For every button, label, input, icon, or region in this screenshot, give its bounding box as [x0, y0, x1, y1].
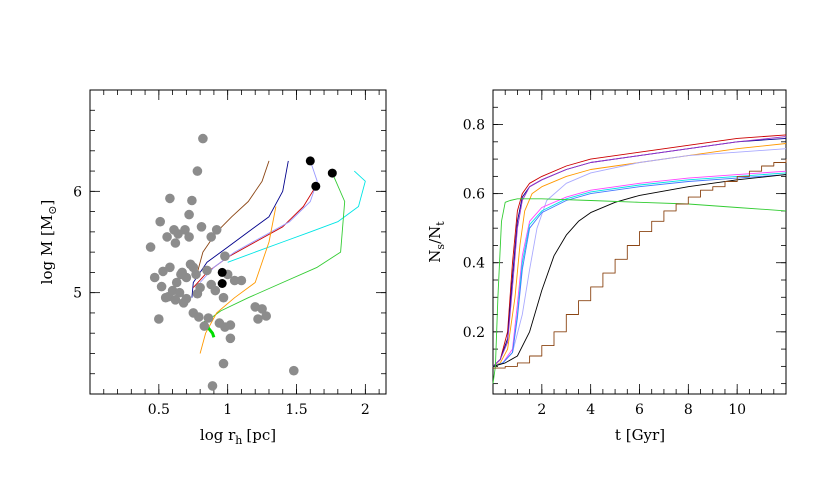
observed-cluster-point [187, 195, 197, 206]
observed-cluster-point [257, 304, 267, 314]
observed-cluster-point [211, 225, 222, 235]
right-y-tick-label: 0.8 [463, 118, 485, 134]
left-x-tick-label: 1 [223, 402, 232, 418]
right-panel-fraction-time: 2 4 6 8 10 0.2 0.4 0.6 0.8 t [Gyr] Ns/Nt [426, 89, 787, 444]
left-x-tick-label: 0.5 [148, 402, 170, 418]
right-series-line-1 [492, 137, 787, 367]
observed-cluster-point [177, 267, 187, 278]
right-y-tick-label: 0.4 [463, 256, 485, 272]
observed-cluster-point [158, 266, 168, 277]
observed-cluster-point [289, 365, 299, 376]
right-x-tick-label: 6 [635, 402, 644, 418]
left-axis-ticks: 0.5 1 1.5 2 5 6 [73, 89, 386, 418]
right-series-line-10 [493, 159, 787, 369]
right-x-axis-label: t [Gyr] [615, 426, 665, 444]
observed-cluster-point [156, 281, 167, 292]
observed-cluster-point [218, 358, 229, 369]
left-series-line-4 [227, 170, 366, 263]
left-series-line-6 [199, 206, 277, 354]
observed-cluster-point [218, 292, 229, 303]
right-y-tick-label: 0.6 [463, 187, 485, 203]
observed-cluster-point [203, 313, 214, 323]
left-x-axis-label: log rh [pc] [200, 426, 276, 447]
observed-cluster-point [174, 287, 185, 298]
observed-cluster-point [145, 242, 156, 252]
right-series-line-5 [492, 170, 787, 367]
right-x-tick-label: 4 [586, 402, 595, 418]
model-endpoint-point [327, 168, 337, 178]
left-panel-size-mass: 0.5 1 1.5 2 5 6 log rh [pc] log M [M⊙] [38, 89, 387, 447]
observed-cluster-point [229, 275, 240, 286]
left-series-line-5 [202, 172, 346, 329]
right-series-line-3 [492, 143, 787, 367]
observed-cluster-point [165, 262, 175, 273]
left-x-tick-label: 1.5 [285, 402, 307, 418]
observed-cluster-point [170, 295, 181, 305]
left-series-line-3 [199, 160, 318, 283]
right-x-tick-label: 10 [728, 402, 746, 418]
observed-cluster-point [149, 272, 160, 283]
observed-cluster-point [154, 314, 164, 324]
observed-cluster-point [202, 265, 212, 276]
observed-cluster-point [225, 333, 236, 344]
model-endpoint-point [311, 181, 321, 191]
right-axis-ticks: 2 4 6 8 10 0.2 0.4 0.6 0.8 [463, 89, 787, 418]
right-x-tick-label: 2 [537, 402, 546, 418]
right-series-line-4 [492, 148, 787, 367]
right-series-line-7 [492, 174, 787, 367]
observed-cluster-point [253, 314, 263, 324]
observed-cluster-point [220, 322, 230, 332]
left-model-endpoints [217, 156, 337, 288]
observed-cluster-point [170, 238, 181, 248]
model-endpoint-point [217, 279, 227, 288]
observed-cluster-point [160, 292, 171, 303]
observed-cluster-point [185, 259, 196, 270]
observed-cluster-point [192, 166, 203, 176]
observed-cluster-point [210, 285, 221, 296]
left-y-tick-label: 5 [73, 286, 82, 302]
left-series-line-0 [196, 160, 270, 273]
observed-cluster-point [165, 193, 175, 204]
model-endpoint-point [305, 156, 315, 166]
observed-cluster-point [184, 232, 194, 242]
observed-cluster-point [171, 277, 182, 288]
observed-cluster-point [206, 232, 216, 242]
left-y-axis-label: log M [M⊙] [38, 200, 59, 285]
observed-cluster-point [198, 133, 208, 144]
left-y-tick-label: 6 [73, 184, 82, 200]
right-series-line-0 [492, 134, 787, 367]
left-x-tick-label: 2 [361, 402, 370, 418]
model-endpoint-point [217, 267, 227, 277]
observed-cluster-point [220, 251, 230, 261]
right-y-axis-label: Ns/Nt [426, 221, 447, 263]
right-y-tick-label: 0.2 [463, 325, 485, 341]
observed-cluster-point [155, 216, 165, 227]
observed-cluster-point [196, 222, 207, 232]
right-series-lines [492, 134, 787, 384]
observed-cluster-point [162, 232, 172, 242]
observed-cluster-point [207, 381, 218, 391]
observed-cluster-point [181, 293, 192, 304]
observed-cluster-point [194, 312, 204, 322]
observed-cluster-point [192, 288, 203, 299]
observed-cluster-point [261, 311, 272, 321]
observed-cluster-point [199, 321, 210, 331]
right-x-tick-label: 8 [684, 402, 693, 418]
observed-cluster-point [191, 269, 201, 280]
right-series-line-8 [492, 174, 787, 367]
observed-cluster-point [180, 225, 190, 235]
left-observed-points [145, 133, 299, 391]
left-plot-frame [89, 89, 387, 395]
right-series-line-2 [492, 136, 787, 367]
observed-cluster-point [236, 275, 247, 286]
observed-cluster-point [184, 209, 194, 220]
observed-cluster-point [173, 229, 183, 239]
